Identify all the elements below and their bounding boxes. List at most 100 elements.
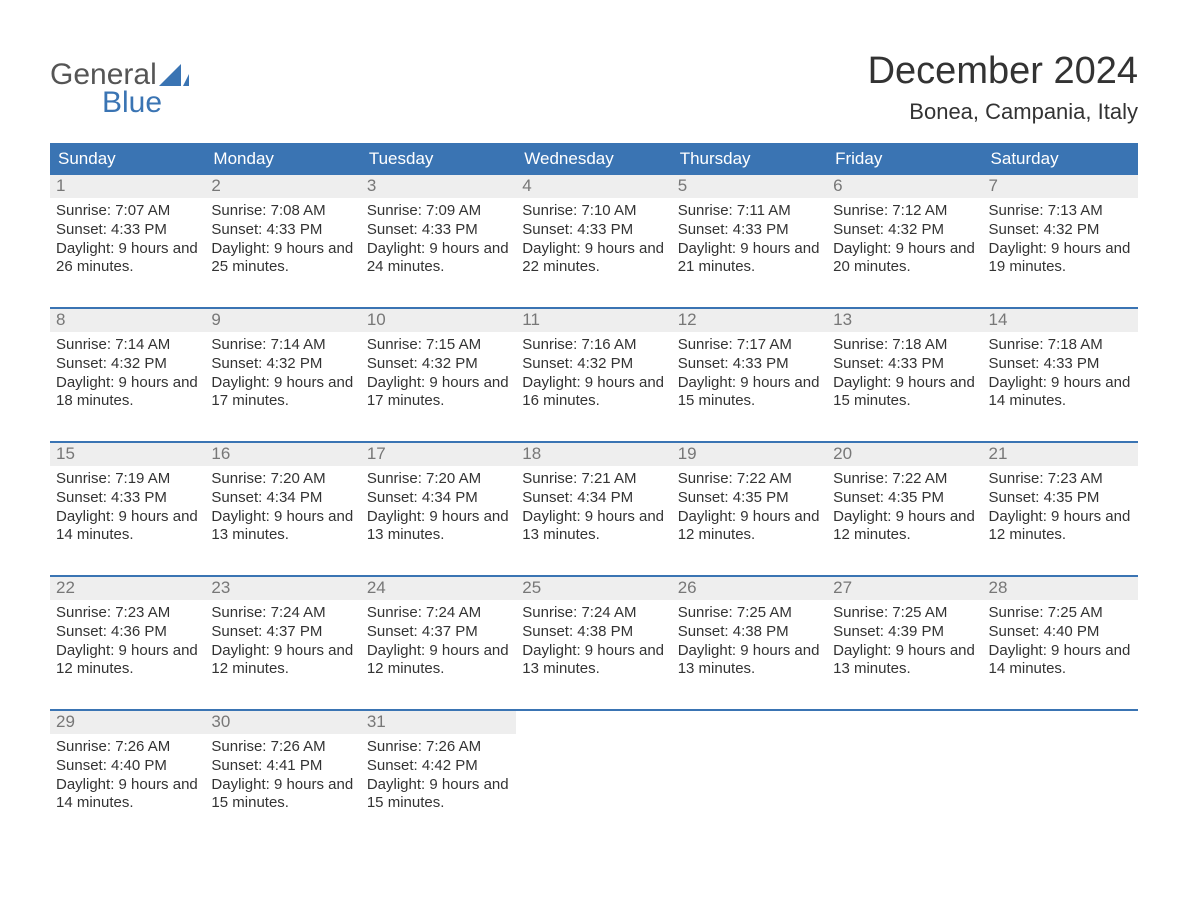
sunrise-text: Sunrise: 7:26 AM (367, 738, 510, 757)
daylight-text: Daylight: 9 hours and 17 minutes. (211, 374, 354, 412)
sunset-text: Sunset: 4:32 PM (833, 221, 976, 240)
sunset-text: Sunset: 4:33 PM (833, 355, 976, 374)
sunrise-text: Sunrise: 7:26 AM (56, 738, 199, 757)
day-body: Sunrise: 7:23 AMSunset: 4:35 PMDaylight:… (983, 466, 1138, 549)
day-cell: 12Sunrise: 7:17 AMSunset: 4:33 PMDayligh… (672, 309, 827, 419)
sunset-text: Sunset: 4:39 PM (833, 623, 976, 642)
day-body: Sunrise: 7:22 AMSunset: 4:35 PMDaylight:… (827, 466, 982, 549)
day-cell: 1Sunrise: 7:07 AMSunset: 4:33 PMDaylight… (50, 175, 205, 285)
day-cell: 22Sunrise: 7:23 AMSunset: 4:36 PMDayligh… (50, 577, 205, 687)
day-body: Sunrise: 7:26 AMSunset: 4:41 PMDaylight:… (205, 734, 360, 817)
sunset-text: Sunset: 4:32 PM (367, 355, 510, 374)
day-cell: 11Sunrise: 7:16 AMSunset: 4:32 PMDayligh… (516, 309, 671, 419)
sunrise-text: Sunrise: 7:15 AM (367, 336, 510, 355)
month-title: December 2024 (868, 50, 1138, 93)
sunset-text: Sunset: 4:32 PM (56, 355, 199, 374)
sunrise-text: Sunrise: 7:24 AM (367, 604, 510, 623)
day-body: Sunrise: 7:20 AMSunset: 4:34 PMDaylight:… (361, 466, 516, 549)
day-cell: 20Sunrise: 7:22 AMSunset: 4:35 PMDayligh… (827, 443, 982, 553)
daylight-text: Daylight: 9 hours and 12 minutes. (989, 508, 1132, 546)
daylight-text: Daylight: 9 hours and 12 minutes. (211, 642, 354, 680)
page: General Blue December 2024 Bonea, Campan… (0, 0, 1188, 871)
day-cell (983, 711, 1138, 821)
daylight-text: Daylight: 9 hours and 14 minutes. (56, 508, 199, 546)
day-number: 13 (827, 309, 982, 332)
day-number: 17 (361, 443, 516, 466)
day-cell: 31Sunrise: 7:26 AMSunset: 4:42 PMDayligh… (361, 711, 516, 821)
weekday-header: Monday (205, 143, 360, 175)
day-number: 4 (516, 175, 671, 198)
day-cell: 14Sunrise: 7:18 AMSunset: 4:33 PMDayligh… (983, 309, 1138, 419)
day-body: Sunrise: 7:18 AMSunset: 4:33 PMDaylight:… (827, 332, 982, 415)
day-cell: 15Sunrise: 7:19 AMSunset: 4:33 PMDayligh… (50, 443, 205, 553)
logo-text-bottom: Blue (102, 88, 189, 118)
sunset-text: Sunset: 4:34 PM (522, 489, 665, 508)
day-body: Sunrise: 7:23 AMSunset: 4:36 PMDaylight:… (50, 600, 205, 683)
day-cell: 16Sunrise: 7:20 AMSunset: 4:34 PMDayligh… (205, 443, 360, 553)
weekday-header: Saturday (983, 143, 1138, 175)
day-number: 12 (672, 309, 827, 332)
day-cell: 18Sunrise: 7:21 AMSunset: 4:34 PMDayligh… (516, 443, 671, 553)
calendar: Sunday Monday Tuesday Wednesday Thursday… (50, 143, 1138, 821)
day-number: 2 (205, 175, 360, 198)
daylight-text: Daylight: 9 hours and 13 minutes. (522, 642, 665, 680)
sunset-text: Sunset: 4:35 PM (989, 489, 1132, 508)
day-cell: 23Sunrise: 7:24 AMSunset: 4:37 PMDayligh… (205, 577, 360, 687)
day-number: 7 (983, 175, 1138, 198)
day-body: Sunrise: 7:07 AMSunset: 4:33 PMDaylight:… (50, 198, 205, 281)
week-row: 8Sunrise: 7:14 AMSunset: 4:32 PMDaylight… (50, 307, 1138, 419)
day-cell: 6Sunrise: 7:12 AMSunset: 4:32 PMDaylight… (827, 175, 982, 285)
sunset-text: Sunset: 4:32 PM (989, 221, 1132, 240)
sunset-text: Sunset: 4:37 PM (367, 623, 510, 642)
sunset-text: Sunset: 4:34 PM (211, 489, 354, 508)
weekday-header: Thursday (672, 143, 827, 175)
logo: General Blue (50, 60, 189, 118)
day-cell: 13Sunrise: 7:18 AMSunset: 4:33 PMDayligh… (827, 309, 982, 419)
daylight-text: Daylight: 9 hours and 26 minutes. (56, 240, 199, 278)
day-cell: 2Sunrise: 7:08 AMSunset: 4:33 PMDaylight… (205, 175, 360, 285)
day-cell: 21Sunrise: 7:23 AMSunset: 4:35 PMDayligh… (983, 443, 1138, 553)
sunset-text: Sunset: 4:33 PM (522, 221, 665, 240)
daylight-text: Daylight: 9 hours and 21 minutes. (678, 240, 821, 278)
location: Bonea, Campania, Italy (868, 99, 1138, 125)
sunset-text: Sunset: 4:33 PM (56, 489, 199, 508)
day-body: Sunrise: 7:24 AMSunset: 4:37 PMDaylight:… (361, 600, 516, 683)
day-cell: 7Sunrise: 7:13 AMSunset: 4:32 PMDaylight… (983, 175, 1138, 285)
day-number: 31 (361, 711, 516, 734)
daylight-text: Daylight: 9 hours and 20 minutes. (833, 240, 976, 278)
day-body: Sunrise: 7:26 AMSunset: 4:42 PMDaylight:… (361, 734, 516, 817)
day-number: 18 (516, 443, 671, 466)
day-number: 11 (516, 309, 671, 332)
sunrise-text: Sunrise: 7:14 AM (56, 336, 199, 355)
day-body: Sunrise: 7:22 AMSunset: 4:35 PMDaylight:… (672, 466, 827, 549)
day-cell: 5Sunrise: 7:11 AMSunset: 4:33 PMDaylight… (672, 175, 827, 285)
day-body: Sunrise: 7:13 AMSunset: 4:32 PMDaylight:… (983, 198, 1138, 281)
day-cell: 29Sunrise: 7:26 AMSunset: 4:40 PMDayligh… (50, 711, 205, 821)
sunrise-text: Sunrise: 7:12 AM (833, 202, 976, 221)
sunrise-text: Sunrise: 7:17 AM (678, 336, 821, 355)
sunrise-text: Sunrise: 7:07 AM (56, 202, 199, 221)
daylight-text: Daylight: 9 hours and 12 minutes. (367, 642, 510, 680)
daylight-text: Daylight: 9 hours and 12 minutes. (678, 508, 821, 546)
daylight-text: Daylight: 9 hours and 13 minutes. (522, 508, 665, 546)
weekday-header: Friday (827, 143, 982, 175)
day-body: Sunrise: 7:24 AMSunset: 4:37 PMDaylight:… (205, 600, 360, 683)
week-row: 1Sunrise: 7:07 AMSunset: 4:33 PMDaylight… (50, 175, 1138, 285)
day-body: Sunrise: 7:19 AMSunset: 4:33 PMDaylight:… (50, 466, 205, 549)
day-body: Sunrise: 7:25 AMSunset: 4:39 PMDaylight:… (827, 600, 982, 683)
day-body: Sunrise: 7:21 AMSunset: 4:34 PMDaylight:… (516, 466, 671, 549)
day-body: Sunrise: 7:20 AMSunset: 4:34 PMDaylight:… (205, 466, 360, 549)
day-body: Sunrise: 7:08 AMSunset: 4:33 PMDaylight:… (205, 198, 360, 281)
daylight-text: Daylight: 9 hours and 25 minutes. (211, 240, 354, 278)
day-number: 24 (361, 577, 516, 600)
day-number: 5 (672, 175, 827, 198)
day-cell (516, 711, 671, 821)
sunset-text: Sunset: 4:33 PM (989, 355, 1132, 374)
sunrise-text: Sunrise: 7:14 AM (211, 336, 354, 355)
day-body: Sunrise: 7:25 AMSunset: 4:40 PMDaylight:… (983, 600, 1138, 683)
day-body: Sunrise: 7:14 AMSunset: 4:32 PMDaylight:… (50, 332, 205, 415)
day-body: Sunrise: 7:11 AMSunset: 4:33 PMDaylight:… (672, 198, 827, 281)
day-number: 30 (205, 711, 360, 734)
sunset-text: Sunset: 4:33 PM (678, 221, 821, 240)
day-cell: 28Sunrise: 7:25 AMSunset: 4:40 PMDayligh… (983, 577, 1138, 687)
